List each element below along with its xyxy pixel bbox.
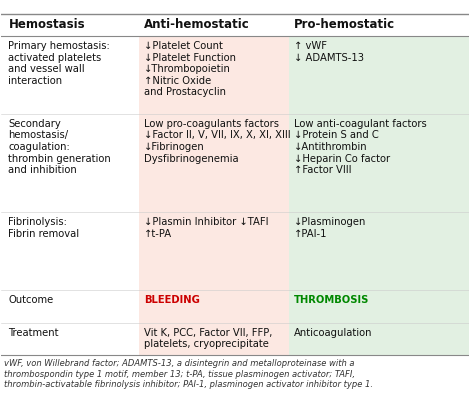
Text: THROMBOSIS: THROMBOSIS bbox=[294, 295, 369, 305]
Text: vWF, von Willebrand factor; ADAMTS-13, a disintegrin and metalloproteinase with : vWF, von Willebrand factor; ADAMTS-13, a… bbox=[4, 359, 373, 389]
Text: Low pro-coagulants factors
↓Factor II, V, VII, IX, X, XI, XIII
↓Fibrinogen
Dysfi: Low pro-coagulants factors ↓Factor II, V… bbox=[144, 119, 291, 164]
Bar bbox=[289, 36, 469, 356]
Text: Primary hemostasis:
activated platelets
and vessel wall
interaction: Primary hemostasis: activated platelets … bbox=[9, 41, 110, 86]
Text: Pro-hemostatic: Pro-hemostatic bbox=[294, 19, 395, 31]
Bar bbox=[139, 36, 289, 356]
Text: ↑ vWF
↓ ADAMTS-13: ↑ vWF ↓ ADAMTS-13 bbox=[294, 41, 364, 63]
Text: Secondary
hemostasis/
coagulation:
thrombin generation
and inhibition: Secondary hemostasis/ coagulation: throm… bbox=[9, 119, 111, 175]
Text: ↓Plasminogen
↑PAI-1: ↓Plasminogen ↑PAI-1 bbox=[294, 217, 366, 239]
Text: Anti-hemostatic: Anti-hemostatic bbox=[144, 19, 250, 31]
Text: Vit K, PCC, Factor VII, FFP,
platelets, cryoprecipitate: Vit K, PCC, Factor VII, FFP, platelets, … bbox=[144, 328, 273, 349]
Text: Outcome: Outcome bbox=[9, 295, 54, 305]
Text: Treatment: Treatment bbox=[9, 328, 59, 337]
Text: Fibrinolysis:
Fibrin removal: Fibrinolysis: Fibrin removal bbox=[9, 217, 80, 239]
Text: Anticoagulation: Anticoagulation bbox=[294, 328, 372, 337]
Text: Low anti-coagulant factors
↓Protein S and C
↓Antithrombin
↓Heparin Co factor
↑Fa: Low anti-coagulant factors ↓Protein S an… bbox=[294, 119, 427, 175]
Text: Hemostasis: Hemostasis bbox=[9, 19, 85, 31]
Text: BLEEDING: BLEEDING bbox=[144, 295, 200, 305]
Text: ↓Platelet Count
↓Platelet Function
↓Thrombopoietin
↑Nitric Oxide
and Prostacycli: ↓Platelet Count ↓Platelet Function ↓Thro… bbox=[144, 41, 236, 98]
Text: ↓Plasmin Inhibitor ↓TAFI
↑t-PA: ↓Plasmin Inhibitor ↓TAFI ↑t-PA bbox=[144, 217, 269, 239]
